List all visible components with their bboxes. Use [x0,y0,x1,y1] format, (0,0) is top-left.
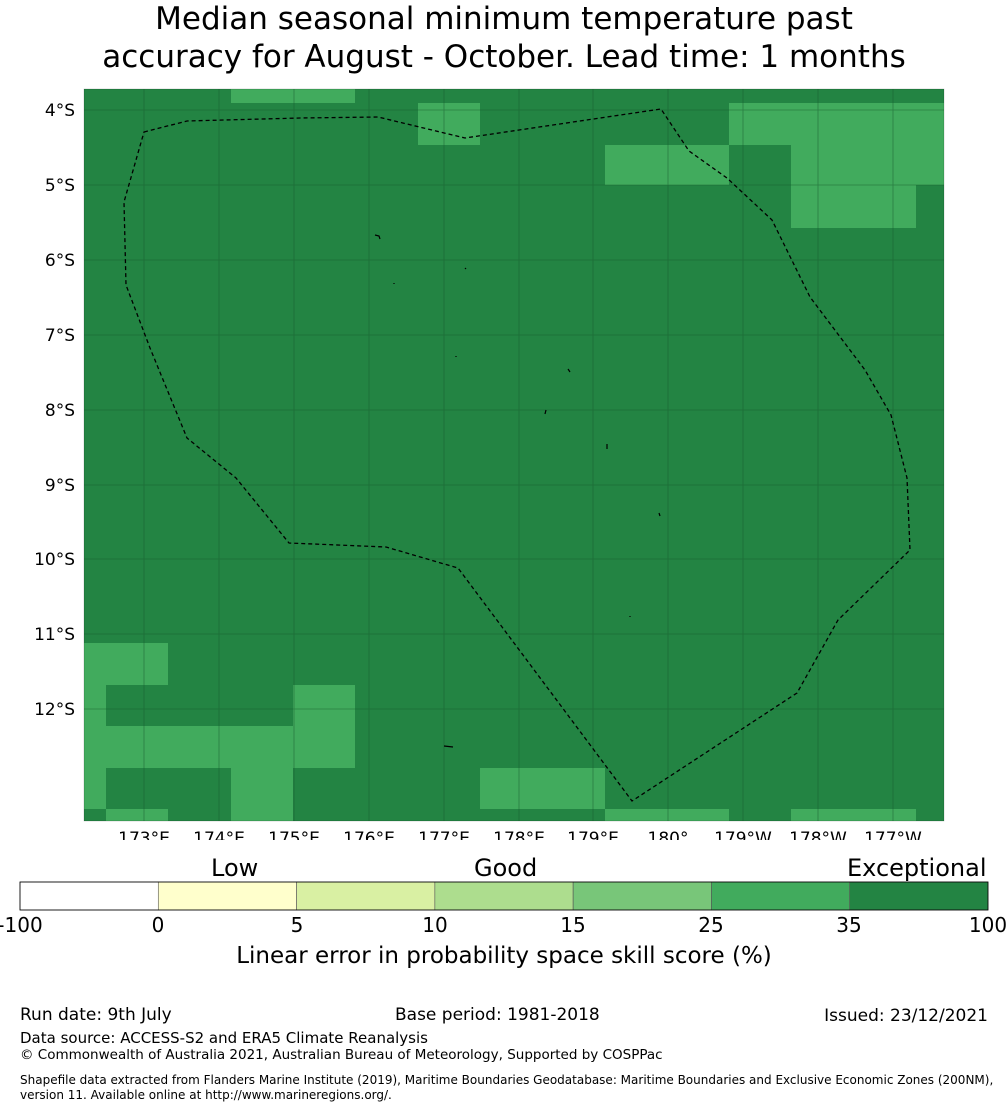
colorbar-caption: Linear error in probability space skill … [236,943,772,969]
colorbar-tick: 10 [422,913,448,937]
colorbar-segment [157,881,297,911]
skill-cell [293,685,355,768]
lat-label: 4°S [45,101,75,121]
skill-cell [106,809,168,821]
colorbar-tick: 100 [968,913,1008,937]
shapefile-line-1: Shapefile data extracted from Flanders M… [20,1073,994,1087]
colorbar [19,881,989,911]
lat-label: 5°S [45,176,75,196]
skill-cell [231,89,355,103]
map-frame [83,88,945,822]
colorbar-segment [19,881,159,911]
lon-label: 178°W [789,829,847,840]
lon-label: 176°E [343,829,395,840]
category-low: Low [211,854,259,882]
skill-cell [791,145,944,185]
lat-label: 12°S [34,700,75,720]
colorbar-segment [711,881,851,911]
lon-label: 179°E [567,829,619,840]
lon-labels: 173°E 174°E 175°E 176°E 177°E 178°E 179°… [118,829,922,840]
colorbar-segment [434,881,574,911]
skill-cell [605,809,729,821]
skill-cell [84,643,168,685]
colorbar-tick: 35 [836,913,862,937]
colorbar-segment [849,881,989,911]
skill-cell [791,185,916,228]
lat-label: 8°S [45,401,75,421]
title-line-2: accuracy for August - October. Lead time… [102,39,906,75]
gridlines [84,89,944,821]
colorbar-frame [19,881,989,911]
eez-boundary [123,108,911,802]
issued-date: Issued: 23/12/2021 [824,1006,988,1026]
map-title: Median seasonal minimum temperature past… [0,0,1008,76]
colorbar-segments [19,881,989,911]
skill-cell [106,726,293,768]
title-line-1: Median seasonal minimum temperature past [155,1,853,37]
lat-label: 10°S [34,550,75,570]
copyright: © Commonwealth of Australia 2021, Austra… [20,1047,663,1063]
colorbar-segment [296,881,436,911]
lon-label: 175°E [268,829,320,840]
run-date: Run date: 9th July [20,1005,172,1025]
lat-label: 6°S [45,251,75,271]
colorbar-tick: 15 [560,913,586,937]
colorbar-tick: -100 [0,913,43,937]
map-canvas: 4°S 5°S 6°S 7°S 8°S 9°S 10°S 11°S 12°S 1… [34,88,945,840]
colorbar-segment [572,881,712,911]
lon-label: 177°W [864,829,922,840]
lon-label: 178°E [493,829,545,840]
colorbar-tick: 5 [290,913,304,937]
lon-label: 173°E [118,829,170,840]
lon-label: 179°W [714,829,772,840]
shapefile-credit: Shapefile data extracted from Flanders M… [20,1073,1000,1103]
lon-label: 174°E [193,829,245,840]
data-source: Data source: ACCESS-S2 and ERA5 Climate … [20,1029,428,1047]
lat-label: 7°S [45,326,75,346]
lon-label: 180° [648,829,689,840]
skill-cell [480,768,605,809]
category-good: Good [474,854,538,882]
lon-label: 177°E [418,829,470,840]
skill-cell [231,768,293,821]
skill-cell [84,685,106,809]
colorbar-tick: 25 [698,913,724,937]
shapefile-line-2: version 11. Available online at http://w… [20,1088,392,1102]
skill-cell [791,809,916,821]
lat-labels: 4°S 5°S 6°S 7°S 8°S 9°S 10°S 11°S 12°S [34,101,75,720]
lat-label: 11°S [34,625,75,645]
islands [374,234,661,748]
colorbar-tick: 0 [151,913,165,937]
base-period: Base period: 1981-2018 [395,1005,600,1025]
category-exceptional: Exceptional [847,854,987,882]
lat-label: 9°S [45,476,75,496]
